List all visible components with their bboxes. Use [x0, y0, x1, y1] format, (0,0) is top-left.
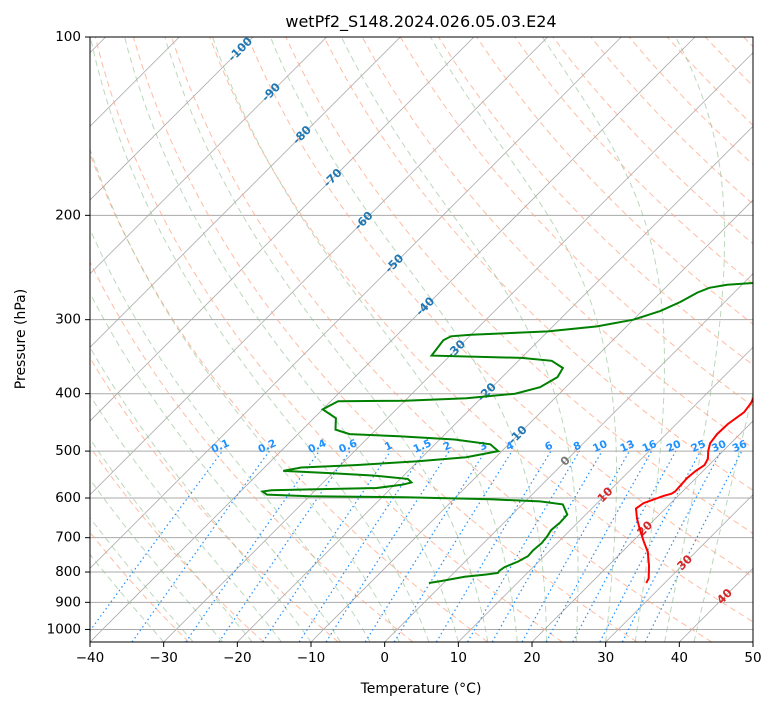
y-tick-label: 400 [55, 386, 81, 402]
y-tick-label: 800 [55, 564, 81, 580]
y-tick-label: 600 [55, 490, 81, 506]
x-tick-label: 50 [744, 650, 761, 666]
x-tick-label: −20 [223, 650, 252, 666]
x-tick-label: −30 [149, 650, 178, 666]
y-tick-label: 900 [55, 594, 81, 610]
y-tick-label: 100 [55, 29, 81, 45]
y-axis-label: Pressure (hPa) [13, 289, 29, 389]
chart-title: wetPf2_S148.2024.026.05.03.E24 [285, 12, 556, 32]
x-tick-label: 10 [450, 650, 467, 666]
x-tick-label: −40 [76, 650, 105, 666]
y-tick-label: 700 [55, 530, 81, 546]
x-tick-label: −10 [297, 650, 326, 666]
x-tick-label: 0 [380, 650, 389, 666]
y-tick-label: 200 [55, 207, 81, 223]
x-axis-label: Temperature (°C) [360, 681, 482, 697]
x-tick-label: 20 [523, 650, 540, 666]
y-tick-label: 1000 [47, 621, 81, 637]
y-tick-label: 500 [55, 443, 81, 459]
x-tick-label: 30 [597, 650, 614, 666]
x-tick-label: 40 [671, 650, 688, 666]
y-tick-label: 300 [55, 312, 81, 328]
